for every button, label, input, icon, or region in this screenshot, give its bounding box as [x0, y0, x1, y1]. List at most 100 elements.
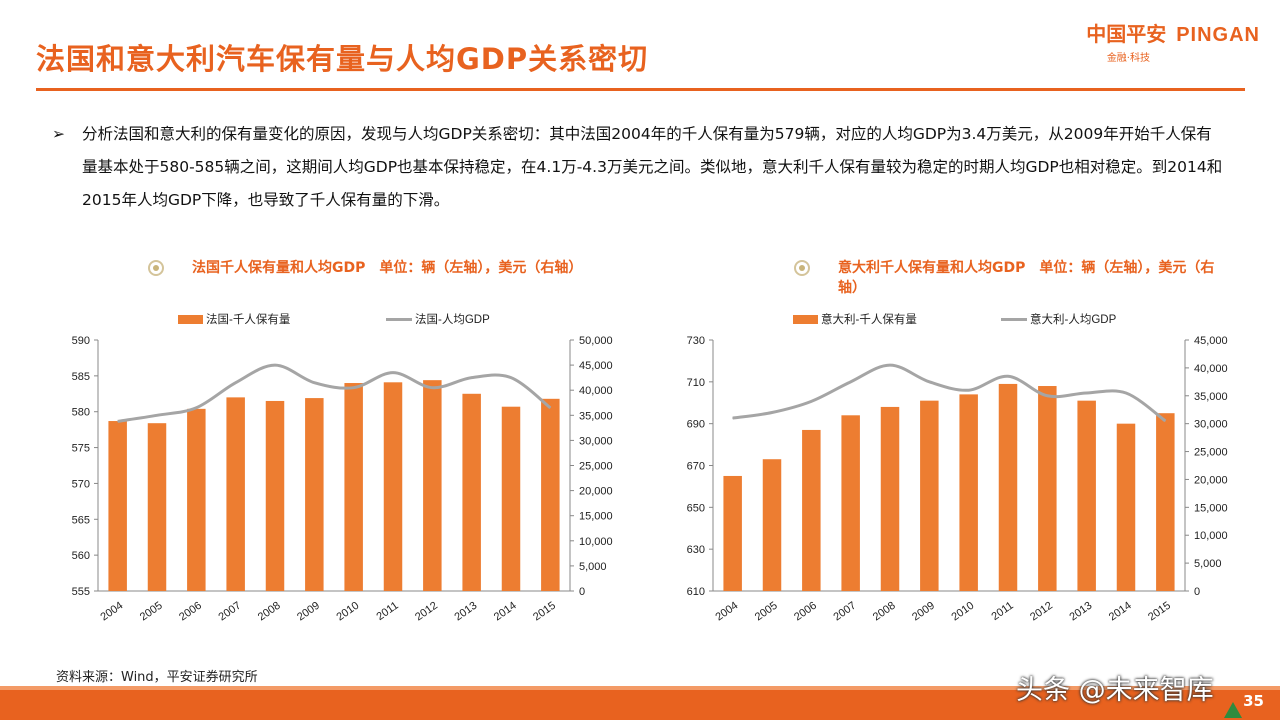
y-left-tick-label: 580 — [72, 407, 90, 419]
bar — [723, 475, 742, 591]
legend-bar-label: 意大利-千人保有量 — [821, 312, 917, 326]
legend-bar-swatch — [178, 315, 203, 324]
gdp-point — [117, 420, 119, 422]
legend-bar-label: 法国-千人保有量 — [206, 312, 290, 326]
summary-text: 分析法国和意大利的保有量变化的原因，发现与人均GDP关系密切：其中法国2004年… — [82, 125, 1223, 209]
x-tick-label: 2012 — [413, 600, 440, 624]
y-left-tick-label: 570 — [72, 478, 90, 490]
x-tick-label: 2010 — [334, 600, 361, 624]
y-right-tick-label: 5,000 — [1194, 558, 1222, 570]
title-divider — [36, 88, 1245, 91]
logo-sub: 金融·科技 — [1106, 53, 1150, 64]
gdp-point — [732, 417, 734, 419]
bar — [1038, 386, 1057, 591]
x-tick-label: 2010 — [949, 600, 976, 624]
y-left-tick-label: 565 — [72, 514, 90, 526]
y-right-tick-label: 20,000 — [1194, 474, 1228, 486]
logo-en: PINGAN — [1176, 24, 1260, 46]
bar — [187, 408, 206, 591]
x-tick-label: 2009 — [295, 600, 322, 624]
gdp-point — [471, 377, 473, 379]
gdp-point — [771, 412, 773, 414]
y-right-tick-label: 50,000 — [579, 335, 613, 347]
x-tick-label: 2006 — [792, 600, 819, 624]
footer-bar — [0, 686, 1280, 720]
bar — [1116, 423, 1136, 591]
y-right-tick-label: 10,000 — [1194, 530, 1228, 542]
bar — [305, 398, 324, 591]
y-left-tick-label: 690 — [687, 419, 705, 431]
bar — [108, 421, 127, 591]
gdp-point — [195, 407, 197, 409]
legend-line-label: 意大利-人均GDP — [1030, 312, 1117, 326]
y-right-tick-label: 25,000 — [1194, 447, 1228, 459]
y-right-tick-label: 35,000 — [1194, 391, 1228, 403]
y-right-tick-label: 45,000 — [579, 360, 613, 372]
y-left-tick-label: 575 — [72, 443, 90, 455]
bar — [920, 400, 939, 591]
bar — [1077, 400, 1096, 591]
france-chart-title-text: 法国千人保有量和人均GDP 单位：辆（左轴），美元（右轴） — [192, 260, 583, 276]
x-tick-label: 2007 — [216, 600, 243, 624]
y-right-tick-label: 0 — [579, 586, 585, 598]
bar — [880, 406, 900, 591]
bar — [998, 383, 1018, 591]
y-right-tick-label: 20,000 — [579, 486, 613, 498]
gdp-line — [117, 363, 552, 423]
bar — [1156, 413, 1175, 591]
y-left-tick-label: 670 — [687, 461, 705, 473]
x-tick-label: 2008 — [871, 600, 898, 624]
gdp-point — [810, 400, 812, 402]
gdp-point — [510, 377, 512, 379]
gdp-point — [1125, 392, 1127, 394]
source-note: 资料来源：Wind，平安证券研究所 — [56, 670, 258, 685]
y-left-tick-label: 555 — [72, 586, 90, 598]
arrow-bullet-icon: ➢ — [52, 125, 65, 143]
x-tick-label: 2014 — [1107, 600, 1134, 624]
gdp-point — [156, 414, 158, 416]
italy-chart-title-text: 意大利千人保有量和人均GDP 单位：辆（左轴），美元（右轴） — [838, 260, 1215, 296]
italy-chart-title: 意大利千人保有量和人均GDP 单位：辆（左轴），美元（右轴） — [794, 258, 1234, 298]
bar — [423, 380, 442, 591]
bar — [147, 423, 167, 591]
x-tick-label: 2007 — [831, 600, 858, 624]
circle-bullet-icon — [794, 260, 810, 276]
circle-bullet-icon — [148, 260, 164, 276]
y-left-tick-label: 710 — [687, 377, 705, 389]
y-right-tick-label: 5,000 — [579, 561, 607, 573]
x-tick-label: 2011 — [374, 600, 400, 623]
legend: 意大利-千人保有量 意大利-人均GDP — [793, 312, 1117, 326]
gdp-point — [1046, 395, 1048, 397]
x-tick-label: 2009 — [910, 600, 937, 624]
france-chart: 法国-千人保有量 法国-人均GDP 555 560 565 570 575 580 585 590… — [72, 312, 613, 624]
gdp-point — [392, 372, 394, 374]
y-right-tick-label: 30,000 — [579, 435, 613, 447]
x-tick-label: 2013 — [452, 600, 479, 624]
gdp-line — [732, 363, 1167, 423]
x-tick-label: 2015 — [531, 600, 558, 624]
y-left-tick-label: 610 — [687, 586, 705, 598]
y-right-tick-label: 30,000 — [1194, 419, 1228, 431]
page-title: 法国和意大利汽车保有量与人均GDP关系密切 — [36, 42, 649, 76]
bar — [959, 394, 978, 591]
summary-bullet: ➢ 分析法国和意大利的保有量变化的原因，发现与人均GDP关系密切：其中法国200… — [52, 118, 1227, 217]
x-tick-label: 2005 — [138, 600, 165, 624]
bar — [383, 382, 403, 591]
y-left-tick-label: 730 — [687, 335, 705, 347]
bar — [762, 459, 782, 591]
x-tick-label: 2014 — [492, 600, 519, 624]
legend: 法国-千人保有量 法国-人均GDP — [178, 312, 490, 326]
gdp-point — [353, 387, 355, 389]
gdp-point — [889, 364, 891, 366]
page-number: 35 — [1243, 692, 1264, 710]
y-left-tick-label: 585 — [72, 371, 90, 383]
y-right-tick-label: 35,000 — [579, 410, 613, 422]
x-tick-label: 2012 — [1028, 600, 1055, 624]
x-tick-label: 2004 — [713, 600, 740, 624]
bar — [841, 415, 860, 591]
bar — [344, 383, 363, 591]
y-right-tick-label: 0 — [1194, 586, 1200, 598]
legend-bar-swatch — [793, 315, 818, 324]
y-left-tick-label: 630 — [687, 544, 705, 556]
gdp-point — [928, 381, 930, 383]
